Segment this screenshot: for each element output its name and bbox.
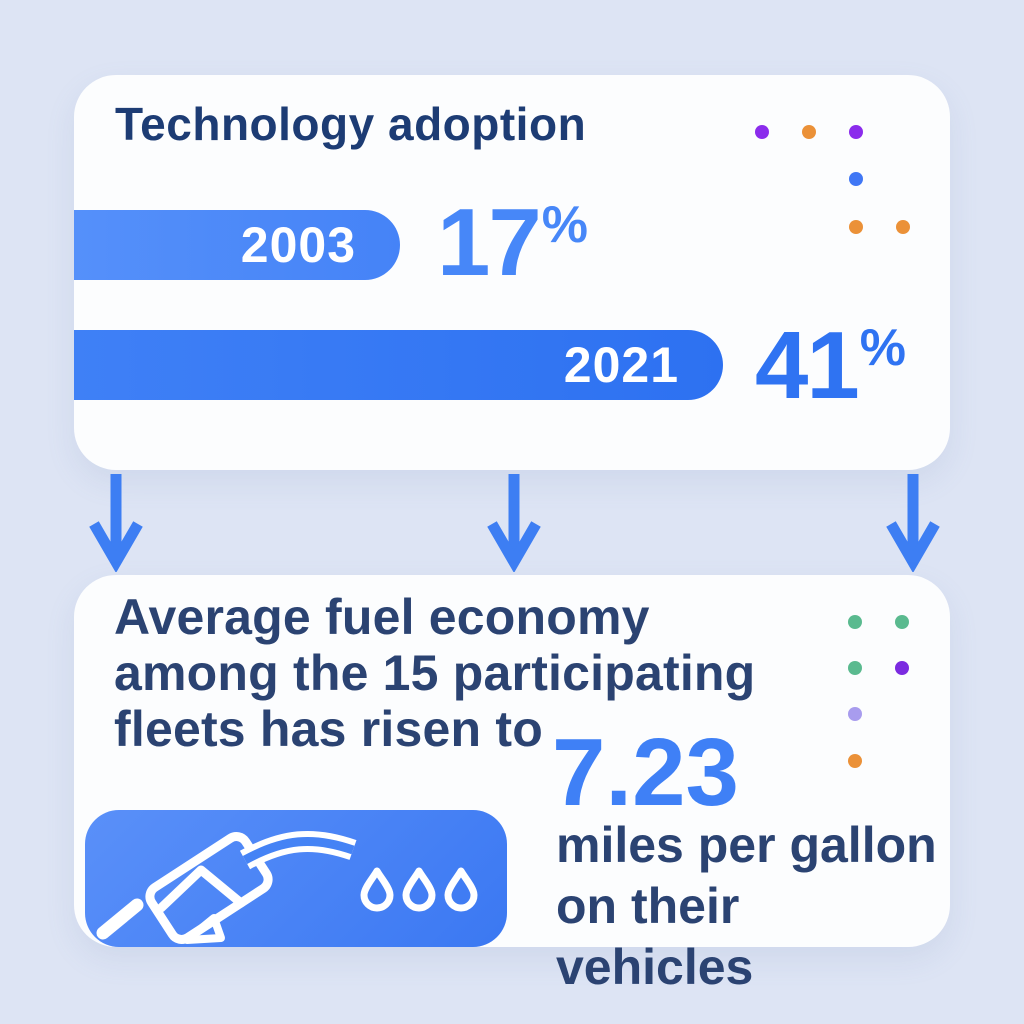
down-arrow-icon — [881, 472, 945, 573]
value-2021-percent-sign: % — [859, 319, 907, 377]
value-2021-number: 41 — [755, 312, 860, 419]
down-arrow-icon — [84, 472, 148, 573]
orange-dot — [849, 220, 863, 234]
orange-dot — [802, 125, 816, 139]
nozzle-highlight — [156, 865, 246, 913]
value-2003-number: 17 — [437, 189, 542, 296]
green-dot — [895, 615, 909, 629]
purple-dot — [849, 125, 863, 139]
text-line: among the 15 participating — [114, 645, 756, 701]
down-arrow-icon — [482, 472, 546, 573]
value-2003-percent-sign: % — [541, 196, 589, 254]
text-line: Average fuel economy — [114, 589, 650, 645]
bar-2021: 2021 — [74, 330, 723, 400]
droplet-icon — [360, 867, 478, 912]
unit-line: miles per gallon — [556, 817, 937, 873]
text-line: fleets has risen to — [114, 701, 543, 757]
purple-dot — [895, 661, 909, 675]
orange-dot — [896, 220, 910, 234]
card-title: Technology adoption — [115, 98, 587, 150]
orange-dot — [848, 754, 862, 768]
bar-2021-value: 41% — [755, 318, 906, 414]
fuel-nozzle-icon — [85, 810, 507, 947]
stat-unit-text: miles per gallon on their vehicles — [556, 815, 950, 998]
bar-2003-year-label: 2003 — [240, 217, 356, 273]
green-dot — [848, 615, 862, 629]
stat-value: 7.23 — [552, 719, 739, 826]
fuel-economy-text: Average fuel economy among the 15 partici… — [114, 589, 755, 757]
bar-2003: 2003 — [74, 210, 400, 280]
fuel-economy-card: Average fuel economy among the 15 partici… — [74, 575, 950, 995]
bar-2003-value: 17% — [437, 195, 588, 291]
purple-dot — [755, 125, 769, 139]
lilac-dot — [848, 707, 862, 721]
blue-dot — [849, 172, 863, 186]
green-dot — [848, 661, 862, 675]
technology-adoption-card: Technology adoption 2003 17% 2021 41% — [74, 75, 950, 470]
unit-line: on their vehicles — [556, 878, 754, 995]
bar-2021-year-label: 2021 — [563, 337, 679, 393]
